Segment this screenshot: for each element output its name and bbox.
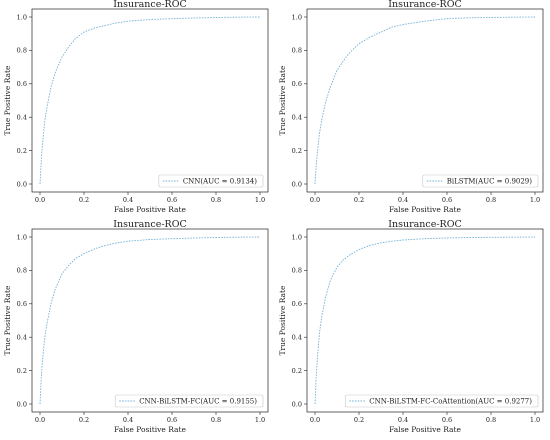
x-tick-label: 0.4 (123, 196, 133, 204)
y-tick-label: 0.8 (292, 267, 302, 275)
y-tick-label: 0.2 (17, 147, 27, 155)
roc-curve-line (39, 16, 261, 185)
x-tick-label: 0.2 (354, 416, 364, 424)
x-axis-label: False Positive Rate (114, 425, 187, 434)
x-tick-label: 0.0 (35, 416, 45, 424)
legend-entry: BiLSTM(AUC = 0.9029) (447, 177, 533, 185)
roc-panel-4: Insurance-ROC 0.0 0.2 0.4 0.6 0.8 1.0 0.0 0.2 0.4… (275, 219, 550, 440)
x-tick-label: 0.2 (79, 416, 89, 424)
x-tick-label: 0.2 (79, 196, 89, 204)
x-tick-label: 0.8 (486, 196, 496, 204)
y-tick-label: 1.0 (17, 233, 27, 241)
plot-frame (31, 8, 269, 193)
y-tick-label: 0.0 (292, 180, 302, 188)
y-tick-label: 0.2 (292, 147, 302, 155)
y-tick-label: 0.4 (292, 114, 302, 122)
y-tick-label: 1.0 (292, 233, 302, 241)
x-tick-label: 0.6 (167, 196, 177, 204)
y-tick-label: 0.6 (17, 80, 27, 88)
legend-entry: CNN(AUC = 0.9134) (183, 177, 257, 185)
roc-chart-4: Insurance-ROC 0.0 0.2 0.4 0.6 0.8 1.0 0.0 0.2 0.4… (278, 219, 544, 434)
y-tick-label: 0.8 (292, 47, 302, 55)
y-tick-label: 0.2 (17, 367, 27, 375)
y-tick-label: 0.0 (17, 400, 27, 408)
y-tick-label: 0.6 (292, 80, 302, 88)
legend: CNN(AUC = 0.9134) (158, 174, 264, 188)
legend: CNN-BiLSTM-FC-CoAttention(AUC = 0.9277) (344, 394, 539, 408)
x-tick-label: 0.8 (486, 416, 496, 424)
roc-panel-1: Insurance-ROC 0.0 0.2 0.4 0.6 0.8 1.0 0.0 0.2 0.4… (0, 0, 275, 220)
x-tick-label: 1.0 (530, 196, 540, 204)
x-tick-label: 1.0 (255, 416, 265, 424)
x-axis-label: False Positive Rate (389, 425, 462, 434)
x-tick-label: 0.0 (310, 416, 320, 424)
legend-box (158, 174, 264, 188)
x-tick-label: 0.6 (442, 196, 452, 204)
roc-chart-2: Insurance-ROC 0.0 0.2 0.4 0.6 0.8 1.0 0.0 0.2 0.4… (278, 0, 544, 214)
x-tick-label: 0.0 (310, 196, 320, 204)
y-tick-label: 0.8 (17, 47, 27, 55)
x-tick-label: 0.2 (354, 196, 364, 204)
x-tick-label: 0.6 (442, 416, 452, 424)
roc-curve-line (39, 236, 261, 405)
x-tick-label: 0.8 (211, 196, 221, 204)
y-axis-label: True Positive Rate (3, 65, 12, 136)
roc-curve-line (314, 16, 536, 185)
y-axis-label: True Positive Rate (3, 285, 12, 356)
y-tick-label: 1.0 (17, 13, 27, 21)
legend-box (422, 174, 539, 188)
y-tick-label: 0.0 (292, 400, 302, 408)
x-tick-label: 0.4 (398, 196, 408, 204)
roc-curve-line (314, 236, 536, 405)
y-tick-label: 0.8 (17, 267, 27, 275)
x-tick-label: 0.6 (167, 416, 177, 424)
legend-box (114, 394, 264, 408)
legend: CNN-BiLSTM-FC(AUC = 0.9155) (114, 394, 264, 408)
chart-title: Insurance-ROC (388, 0, 462, 10)
x-tick-label: 0.4 (398, 416, 408, 424)
y-tick-label: 0.6 (292, 300, 302, 308)
x-axis-label: False Positive Rate (389, 205, 462, 214)
y-axis-label: True Positive Rate (278, 65, 287, 136)
x-tick-label: 0.8 (211, 416, 221, 424)
chart-title: Insurance-ROC (113, 219, 187, 230)
roc-panel-2: Insurance-ROC 0.0 0.2 0.4 0.6 0.8 1.0 0.0 0.2 0.4… (275, 0, 550, 220)
y-axis-label: True Positive Rate (278, 285, 287, 356)
roc-panel-3: Insurance-ROC 0.0 0.2 0.4 0.6 0.8 1.0 0.0 0.2 0.4… (0, 219, 275, 440)
legend-entry: CNN-BiLSTM-FC-CoAttention(AUC = 0.9277) (369, 397, 532, 405)
x-tick-label: 1.0 (530, 416, 540, 424)
legend: BiLSTM(AUC = 0.9029) (422, 174, 539, 188)
x-tick-label: 1.0 (255, 196, 265, 204)
x-axis-label: False Positive Rate (114, 205, 187, 214)
y-tick-label: 1.0 (292, 13, 302, 21)
roc-chart-1: Insurance-ROC 0.0 0.2 0.4 0.6 0.8 1.0 0.0 0.2 0.4… (3, 0, 269, 214)
plot-frame (306, 8, 544, 193)
y-tick-label: 0.4 (17, 114, 27, 122)
chart-title: Insurance-ROC (388, 219, 462, 230)
legend-entry: CNN-BiLSTM-FC(AUC = 0.9155) (139, 397, 257, 405)
y-tick-label: 0.6 (17, 300, 27, 308)
y-tick-label: 0.2 (292, 367, 302, 375)
plot-frame (306, 228, 544, 413)
y-tick-label: 0.0 (17, 180, 27, 188)
y-tick-label: 0.4 (292, 334, 302, 342)
roc-chart-3: Insurance-ROC 0.0 0.2 0.4 0.6 0.8 1.0 0.0 0.2 0.4… (3, 219, 269, 434)
plot-frame (31, 228, 269, 413)
y-tick-label: 0.4 (17, 334, 27, 342)
x-tick-label: 0.0 (35, 196, 45, 204)
x-tick-label: 0.4 (123, 416, 133, 424)
legend-box (344, 394, 539, 408)
chart-title: Insurance-ROC (113, 0, 187, 10)
